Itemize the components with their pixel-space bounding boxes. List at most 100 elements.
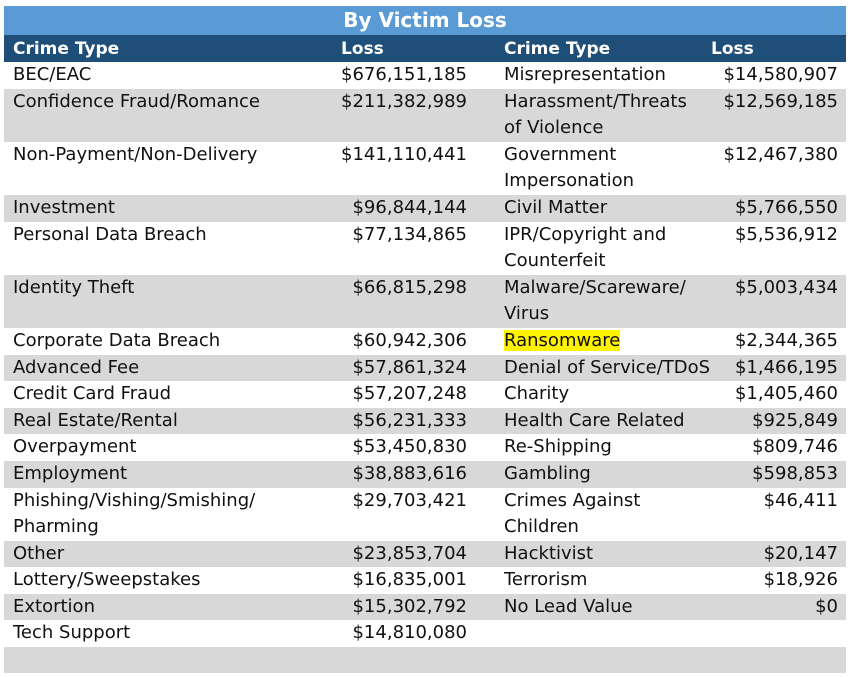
loss-value: $1,405,460	[734, 383, 838, 405]
loss-value: $56,231,333	[352, 409, 467, 431]
crime-type-line: Other	[13, 542, 65, 564]
loss-value: $23,853,704	[352, 542, 467, 564]
crime-type-right: Terrorism	[469, 567, 689, 594]
loss-value: $925,849	[752, 409, 838, 431]
crime-type-left: Identity Theft	[4, 275, 329, 328]
loss-right: $18,926	[689, 567, 846, 594]
crime-type-line: Denial of Service/TDoS	[504, 356, 711, 378]
loss-right: $20,147	[689, 541, 846, 568]
crime-type-line: Pharming	[13, 516, 99, 538]
loss-left: $57,861,324	[329, 355, 469, 382]
loss-value: $211,382,989	[341, 90, 467, 112]
crime-type-left: BEC/EAC	[4, 62, 329, 89]
loss-value: $5,003,434	[734, 276, 838, 298]
loss-value: $16,835,001	[352, 569, 467, 591]
crime-type-line: Real Estate/Rental	[13, 409, 178, 431]
loss-value: $14,810,080	[352, 622, 467, 644]
crime-type-left: Investment	[4, 195, 329, 222]
crime-type-line: Corporate Data Breach	[13, 329, 221, 351]
table-row: Advanced Fee $57,861,324 Denial of Service…	[4, 354, 846, 382]
crime-type-left: Overpayment	[4, 434, 329, 461]
loss-value: $0	[815, 595, 838, 617]
crime-type-line: Overpayment	[13, 436, 137, 458]
crime-type-line: Government	[504, 143, 617, 165]
loss-left: $141,110,441	[329, 142, 469, 195]
loss-left: $676,151,185	[329, 62, 469, 89]
crime-type-left: Employment	[4, 461, 329, 488]
loss-value: $29,703,421	[352, 489, 467, 511]
crime-type-line: Malware/Scareware/	[504, 276, 686, 298]
loss-left: $57,207,248	[329, 381, 469, 408]
crime-type-left: Phishing/Vishing/Smishing/Pharming	[4, 488, 329, 541]
crime-type-line: Counterfeit	[504, 250, 606, 272]
crime-type-line: Children	[504, 516, 579, 538]
highlighted-text: Ransomware	[504, 329, 621, 351]
loss-right: $12,569,185	[689, 89, 846, 142]
crime-type-line: Re-Shipping	[504, 436, 612, 458]
crime-type-right: No Lead Value	[469, 594, 689, 621]
crime-type-line: of Violence	[504, 117, 604, 139]
table-row: Phishing/Vishing/Smishing/Pharming $29,70…	[4, 488, 846, 541]
loss-left: $14,810,080	[329, 620, 469, 647]
crime-type-line: IPR/Copyright and	[504, 223, 667, 245]
crime-type-left: Extortion	[4, 594, 329, 621]
loss-value: $14,580,907	[723, 64, 838, 85]
loss-right: $925,849	[689, 408, 846, 435]
table-row: Overpayment $53,450,830 Re-Shipping $809,74…	[4, 434, 846, 461]
crime-type-line: Personal Data Breach	[13, 223, 207, 245]
loss-value: $46,411	[763, 489, 838, 511]
loss-left: $23,853,704	[329, 541, 469, 568]
loss-right: $1,466,195	[689, 355, 846, 382]
crime-type-line: Health Care Related	[504, 409, 685, 431]
crime-type-line: Identity Theft	[13, 276, 135, 298]
crime-type-line: Credit Card Fraud	[13, 383, 171, 405]
loss-value: $18,926	[763, 569, 838, 591]
crime-type-right: IPR/Copyright and Counterfeit	[469, 222, 689, 275]
table-row: Investment $96,844,144 Civil Matter $5,766,…	[4, 194, 846, 222]
header-loss-right: Loss	[711, 39, 754, 59]
loss-right: $5,003,434	[689, 275, 846, 328]
loss-left: $38,883,616	[329, 461, 469, 488]
loss-value: $676,151,185	[341, 64, 467, 85]
loss-left: $211,382,989	[329, 89, 469, 142]
loss-right: $2,344,365	[689, 328, 846, 355]
header-loss-left: Loss	[341, 39, 384, 59]
loss-left: $15,302,792	[329, 594, 469, 621]
loss-value: $809,746	[752, 436, 838, 458]
crime-type-line: Harassment/Threats	[504, 90, 687, 112]
crime-type-line: Ransomware	[504, 328, 689, 355]
loss-left: $77,134,865	[329, 222, 469, 275]
loss-value: $2,344,365	[734, 329, 838, 351]
crime-type-left: Other	[4, 541, 329, 568]
crime-type-line: No Lead Value	[504, 595, 633, 617]
loss-value: $57,861,324	[352, 356, 467, 378]
crime-type-left: Confidence Fraud/Romance	[4, 89, 329, 142]
table-row: Credit Card Fraud $57,207,248 Charity $1,40…	[4, 381, 846, 408]
loss-right: $0	[689, 594, 846, 621]
crime-type-right: Malware/Scareware/Virus	[469, 275, 689, 328]
crime-type-right: Health Care Related	[469, 408, 689, 435]
crime-type-right	[469, 620, 689, 647]
crime-type-line: Gambling	[504, 462, 591, 484]
loss-right: $46,411	[689, 488, 846, 541]
crime-type-line: Misrepresentation	[504, 64, 666, 85]
loss-right: $14,580,907	[689, 62, 846, 89]
crime-type-line: Terrorism	[504, 569, 588, 591]
crime-type-right: Crimes Against Children	[469, 488, 689, 541]
crime-type-left: Tech Support	[4, 620, 329, 647]
table-body: BEC/EAC $676,151,185 Misrepresentation $14,…	[4, 62, 846, 647]
loss-value: $598,853	[752, 462, 838, 484]
crime-type-left: Lottery/Sweepstakes	[4, 567, 329, 594]
loss-value: $53,450,830	[352, 436, 467, 458]
loss-left: $60,942,306	[329, 328, 469, 355]
table-title: By Victim Loss	[4, 6, 846, 35]
crime-type-line: Lottery/Sweepstakes	[13, 569, 201, 591]
loss-value: $96,844,144	[352, 196, 467, 218]
header-crime-type-right: Crime Type	[504, 39, 611, 59]
crime-type-left: Personal Data Breach	[4, 222, 329, 275]
crime-type-right: Harassment/Threats of Violence	[469, 89, 689, 142]
crime-type-line: BEC/EAC	[13, 64, 92, 85]
table-row: Extortion $15,302,792 No Lead Value $0	[4, 593, 846, 621]
crime-type-right: Civil Matter	[469, 195, 689, 222]
crime-type-right: Charity	[469, 381, 689, 408]
